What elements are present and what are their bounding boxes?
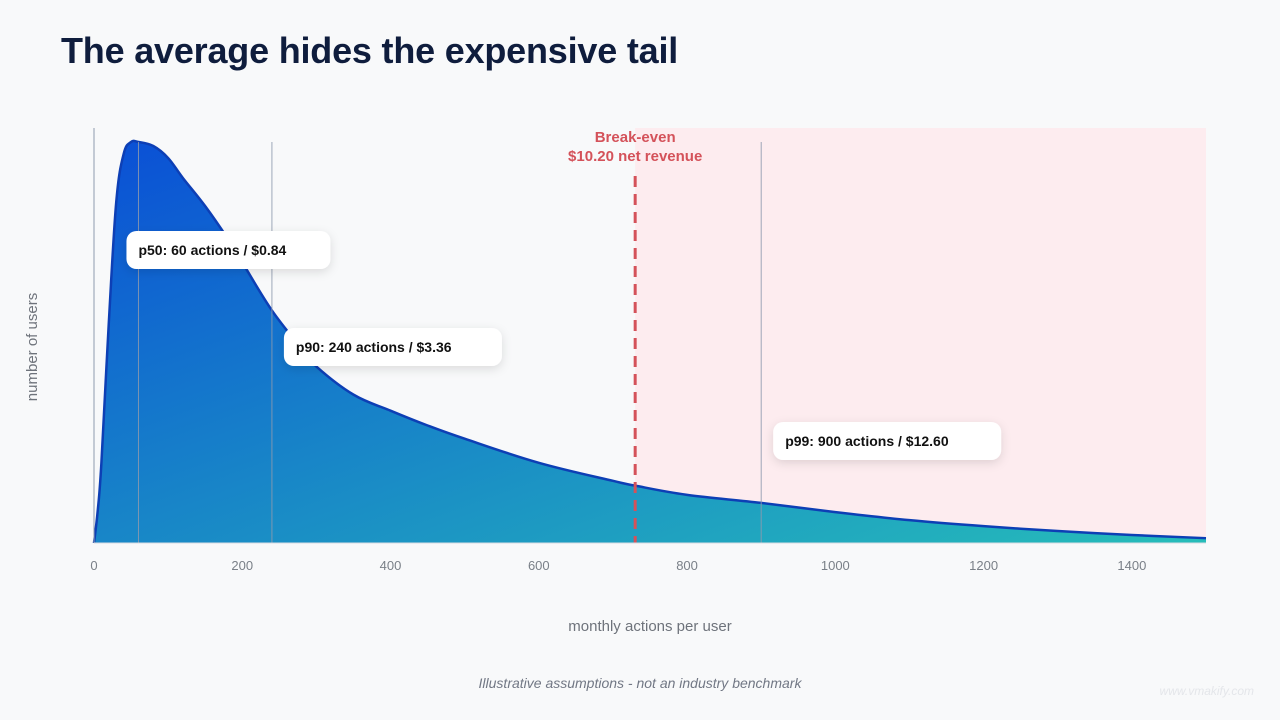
x-tick-label: 400 [380,558,402,573]
x-tick-label: 1000 [821,558,850,573]
slide-title: The average hides the expensive tail [61,30,679,71]
callout-label: p99: 900 actions / $12.60 [785,433,949,449]
x-tick-label: 1400 [1117,558,1146,573]
percentile-callout [126,231,331,269]
y-axis-title: number of users [24,293,41,401]
x-tick-label: 800 [676,558,698,573]
distribution-area [94,140,1206,544]
callout-box [283,328,502,366]
watermark: www.vmakify.com [1159,684,1254,698]
break-even-value: $10.20 net revenue [568,148,702,165]
x-tick-label: 1200 [969,558,998,573]
x-tick-label: 600 [528,558,550,573]
footnote: Illustrative assumptions - not an indust… [478,675,802,691]
x-tick-label: 200 [231,558,253,573]
loss-zone [635,128,1206,543]
callout-label: p90: 240 actions / $3.36 [296,339,452,355]
break-even-label: Break-even [595,129,676,146]
x-axis-title: monthly actions per user [568,618,731,635]
callout-label: p50: 60 actions / $0.84 [138,242,286,258]
percentile-callout [773,422,1002,460]
callout-box [773,422,1002,460]
callout-box [126,231,331,269]
x-tick-label: 0 [90,558,97,573]
percentile-callout [283,328,502,366]
